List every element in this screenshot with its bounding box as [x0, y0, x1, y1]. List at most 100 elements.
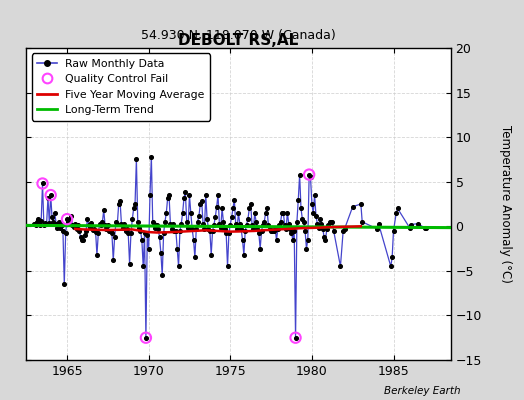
Point: [124, 230, 133, 237]
Point: [312, 212, 320, 219]
Point: [139, 263, 147, 270]
Point: [227, 214, 236, 220]
Point: [302, 245, 311, 252]
Point: [374, 220, 383, 227]
Point: [47, 192, 55, 198]
Text: Berkeley Earth: Berkeley Earth: [385, 386, 461, 396]
Point: [83, 216, 92, 222]
Point: [172, 228, 180, 234]
Point: [222, 230, 231, 237]
Point: [52, 220, 60, 227]
Point: [135, 225, 143, 231]
Point: [37, 218, 46, 224]
Point: [307, 174, 315, 180]
Point: [72, 226, 81, 232]
Point: [282, 226, 290, 232]
Point: [196, 201, 204, 207]
Point: [323, 226, 331, 232]
Point: [162, 210, 170, 216]
Point: [127, 230, 135, 237]
Point: [89, 227, 97, 233]
Point: [140, 230, 149, 237]
Point: [117, 220, 126, 227]
Point: [100, 207, 108, 214]
Point: [188, 226, 196, 232]
Point: [244, 216, 252, 222]
Point: [259, 221, 267, 228]
Point: [51, 210, 59, 216]
Point: [58, 221, 66, 228]
Point: [177, 220, 185, 227]
Point: [173, 245, 181, 252]
Point: [291, 334, 300, 341]
Point: [274, 226, 282, 232]
Point: [170, 228, 179, 234]
Point: [42, 220, 51, 227]
Point: [310, 192, 319, 198]
Point: [86, 224, 94, 230]
Point: [106, 228, 115, 234]
Point: [290, 228, 298, 234]
Point: [211, 214, 220, 220]
Point: [54, 219, 63, 225]
Point: [90, 226, 99, 232]
Point: [272, 236, 281, 243]
Point: [155, 234, 163, 240]
Point: [64, 219, 72, 225]
Point: [75, 228, 83, 234]
Point: [321, 236, 330, 243]
Point: [159, 230, 168, 237]
Point: [93, 252, 101, 258]
Point: [238, 236, 247, 243]
Point: [79, 236, 88, 243]
Point: [68, 222, 77, 228]
Point: [189, 236, 198, 243]
Text: 54.930 N, 118.070 W (Canada): 54.930 N, 118.070 W (Canada): [141, 29, 336, 42]
Point: [191, 254, 199, 261]
Point: [125, 260, 134, 267]
Point: [193, 219, 202, 225]
Point: [111, 234, 119, 240]
Point: [256, 245, 265, 252]
Point: [320, 234, 329, 240]
Point: [105, 228, 113, 234]
Point: [257, 228, 266, 234]
Point: [40, 222, 48, 228]
Point: [84, 221, 93, 228]
Point: [38, 180, 47, 187]
Point: [267, 228, 275, 234]
Point: [340, 226, 348, 232]
Point: [325, 219, 334, 225]
Point: [148, 219, 157, 225]
Legend: Raw Monthly Data, Quality Control Fail, Five Year Moving Average, Long-Term Tren: Raw Monthly Data, Quality Control Fail, …: [31, 54, 210, 120]
Point: [239, 252, 248, 258]
Point: [48, 214, 56, 220]
Point: [185, 192, 194, 198]
Point: [264, 221, 272, 228]
Point: [324, 221, 332, 228]
Point: [291, 334, 300, 341]
Point: [71, 220, 79, 227]
Point: [287, 230, 296, 237]
Point: [158, 272, 167, 278]
Point: [245, 205, 254, 212]
Point: [122, 228, 130, 234]
Point: [152, 221, 161, 228]
Point: [169, 220, 177, 227]
Point: [261, 210, 270, 216]
Point: [33, 219, 41, 225]
Point: [161, 219, 169, 225]
Point: [147, 154, 156, 160]
Point: [145, 245, 153, 252]
Point: [95, 220, 104, 227]
Point: [82, 228, 90, 234]
Point: [298, 216, 307, 222]
Point: [187, 210, 195, 216]
Point: [236, 220, 244, 227]
Point: [223, 263, 232, 270]
Point: [414, 220, 422, 227]
Point: [339, 228, 347, 234]
Point: [330, 228, 338, 234]
Point: [123, 226, 131, 232]
Point: [300, 219, 308, 225]
